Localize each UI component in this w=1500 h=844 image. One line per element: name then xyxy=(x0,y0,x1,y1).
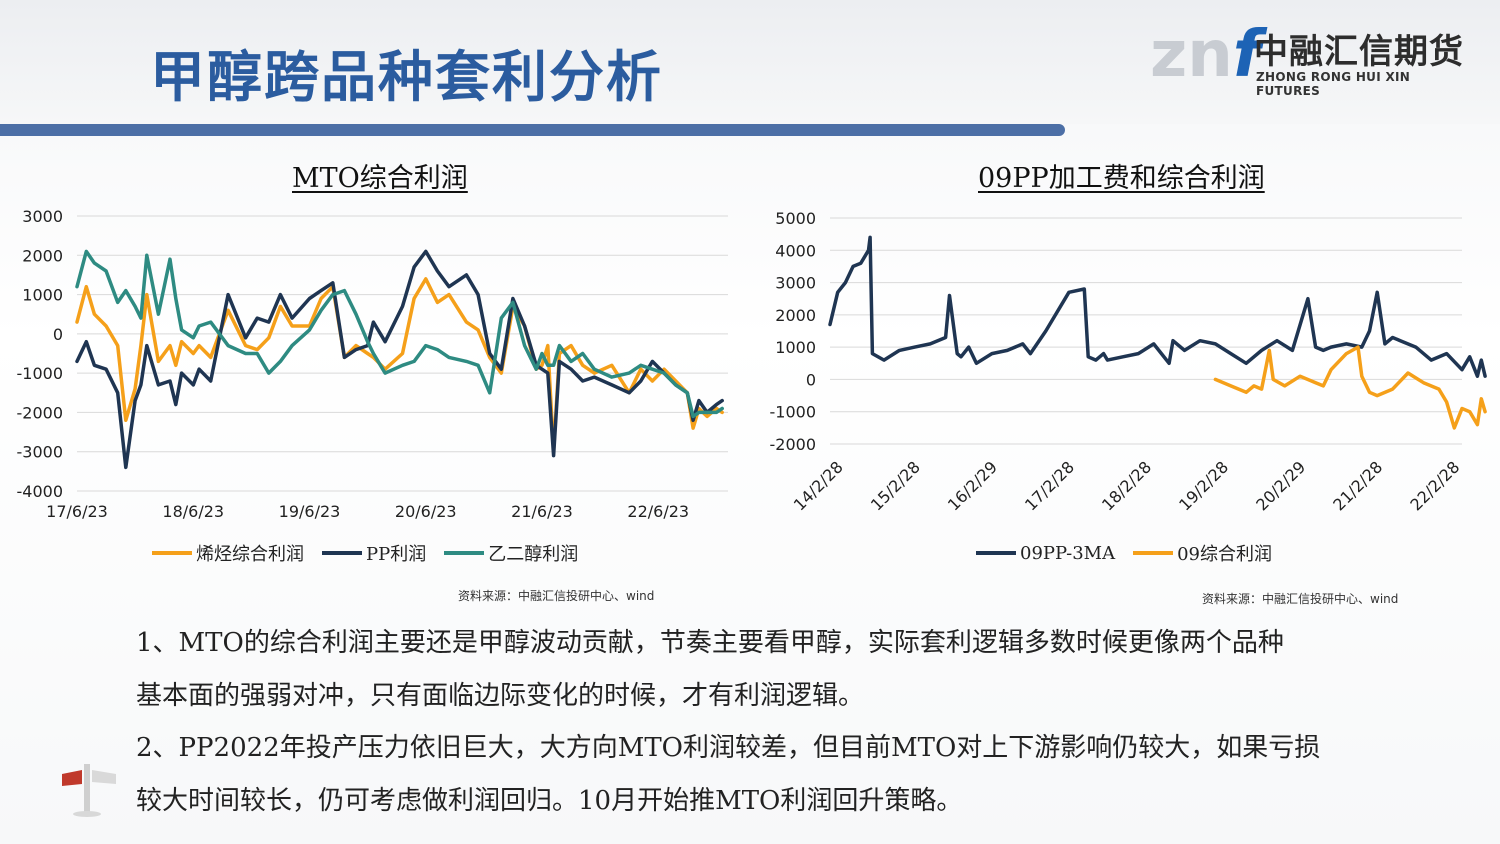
y-tick-label: 2000 xyxy=(775,306,816,325)
left-chart-legend: 烯烃综合利润 PP利润 乙二醇利润 xyxy=(152,540,578,566)
x-tick-label: 14/2/28 xyxy=(790,457,847,514)
x-tick-label: 16/2/29 xyxy=(944,457,1001,514)
x-tick-label: 22/6/23 xyxy=(627,502,689,521)
header-band xyxy=(0,0,1500,124)
y-tick-label: 3000 xyxy=(22,207,63,226)
legend-swatch-pp xyxy=(322,551,362,555)
legend-item-09-profit: 09综合利润 xyxy=(1133,540,1272,566)
x-tick-label: 19/2/28 xyxy=(1175,457,1232,514)
legend-swatch-meg xyxy=(444,551,485,555)
y-tick-label: -1000 xyxy=(770,403,817,422)
y-tick-label: 0 xyxy=(53,325,63,344)
header-accent-line xyxy=(0,124,1065,136)
legend-item-pp: PP利润 xyxy=(322,540,426,566)
x-tick-label: 18/6/23 xyxy=(162,502,224,521)
series-line-2 xyxy=(75,249,724,419)
y-tick-label: 2000 xyxy=(22,246,63,265)
left-chart: 3000 2000 1000 0 -1000 -2000 -3000 -400017/6/23… xyxy=(17,207,728,521)
y-tick-label: 0 xyxy=(806,370,816,389)
right-chart-source: 资料来源：中融汇信投研中心、wind xyxy=(1202,592,1399,606)
logo-english-name: ZHONG RONG HUI XIN FUTURES xyxy=(1256,70,1411,98)
y-tick-label: 5000 xyxy=(775,209,816,228)
x-tick-label: 20/2/29 xyxy=(1252,457,1309,514)
x-tick-label: 19/6/23 xyxy=(279,502,341,521)
paragraph-line-4: 较大时间较长，仍可考虑做利润回归。10月开始推MTO利润回升策略。 xyxy=(136,786,963,816)
paragraph-line-3: 2、PP2022年投产压力依旧巨大，大方向MTO利润较差，但目前MTO对上下游影… xyxy=(136,733,1321,763)
legend-item-olefin: 烯烃综合利润 xyxy=(152,540,304,566)
right-chart-title: 09PP加工费和综合利润 xyxy=(978,163,1265,194)
page-title: 甲醇跨品种套利分析 xyxy=(150,45,664,109)
paragraph-line-2: 基本面的强弱对冲，只有面临边际变化的时候，才有利润逻辑。 xyxy=(136,681,865,711)
legend-swatch-09pp-3ma xyxy=(976,551,1016,555)
x-tick-label: 20/6/23 xyxy=(395,502,457,521)
signpost-icon xyxy=(62,764,116,817)
y-tick-label: -2000 xyxy=(770,435,817,454)
y-tick-label: 1000 xyxy=(775,338,816,357)
y-tick-label: -2000 xyxy=(17,403,64,422)
logo-mark: znf xyxy=(1150,18,1261,92)
logo-chinese-name: 中融汇信期货 xyxy=(1254,32,1464,72)
y-tick-label: 1000 xyxy=(22,286,63,305)
y-tick-label: -3000 xyxy=(17,443,64,462)
x-tick-label: 22/2/28 xyxy=(1406,457,1463,514)
legend-swatch-olefin xyxy=(152,551,192,555)
right-chart: 5000 4000 3000 2000 1000 0 -1000 -2000 14/2/28 15… xyxy=(770,209,1487,514)
y-tick-label: -4000 xyxy=(17,482,64,501)
legend-item-meg: 乙二醇利润 xyxy=(444,540,578,566)
y-tick-label: 4000 xyxy=(775,241,816,260)
x-tick-label: 21/6/23 xyxy=(511,502,573,521)
company-logo: znf 中融汇信期货 ZHONG RONG HUI XIN FUTURES xyxy=(1150,18,1470,98)
right-chart-legend: 09PP-3MA 09综合利润 xyxy=(976,540,1272,566)
x-tick-label: 15/2/28 xyxy=(867,457,924,514)
x-tick-label: 17/6/23 xyxy=(46,502,108,521)
series-line-0 xyxy=(828,235,1487,378)
x-tick-label: 21/2/28 xyxy=(1329,457,1386,514)
x-tick-label: 17/2/28 xyxy=(1021,457,1078,514)
series-line-1 xyxy=(1213,345,1487,430)
left-chart-source: 资料来源：中融汇信投研中心、wind xyxy=(458,589,655,603)
legend-swatch-09-profit xyxy=(1133,551,1174,555)
left-chart-title: MTO综合利润 xyxy=(292,163,468,194)
series-line-1 xyxy=(75,249,724,470)
y-tick-label: 3000 xyxy=(775,274,816,293)
x-tick-label: 18/2/28 xyxy=(1098,457,1155,514)
legend-item-09pp-3ma: 09PP-3MA xyxy=(976,543,1115,564)
y-tick-label: -1000 xyxy=(17,364,64,383)
paragraph-line-1: 1、MTO的综合利润主要还是甲醇波动贡献，节奏主要看甲醇，实际套利逻辑多数时候更… xyxy=(136,628,1284,658)
